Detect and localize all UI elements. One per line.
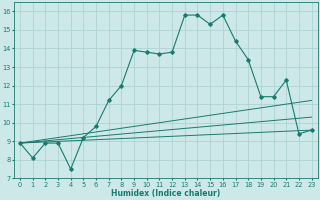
X-axis label: Humidex (Indice chaleur): Humidex (Indice chaleur) bbox=[111, 189, 220, 198]
